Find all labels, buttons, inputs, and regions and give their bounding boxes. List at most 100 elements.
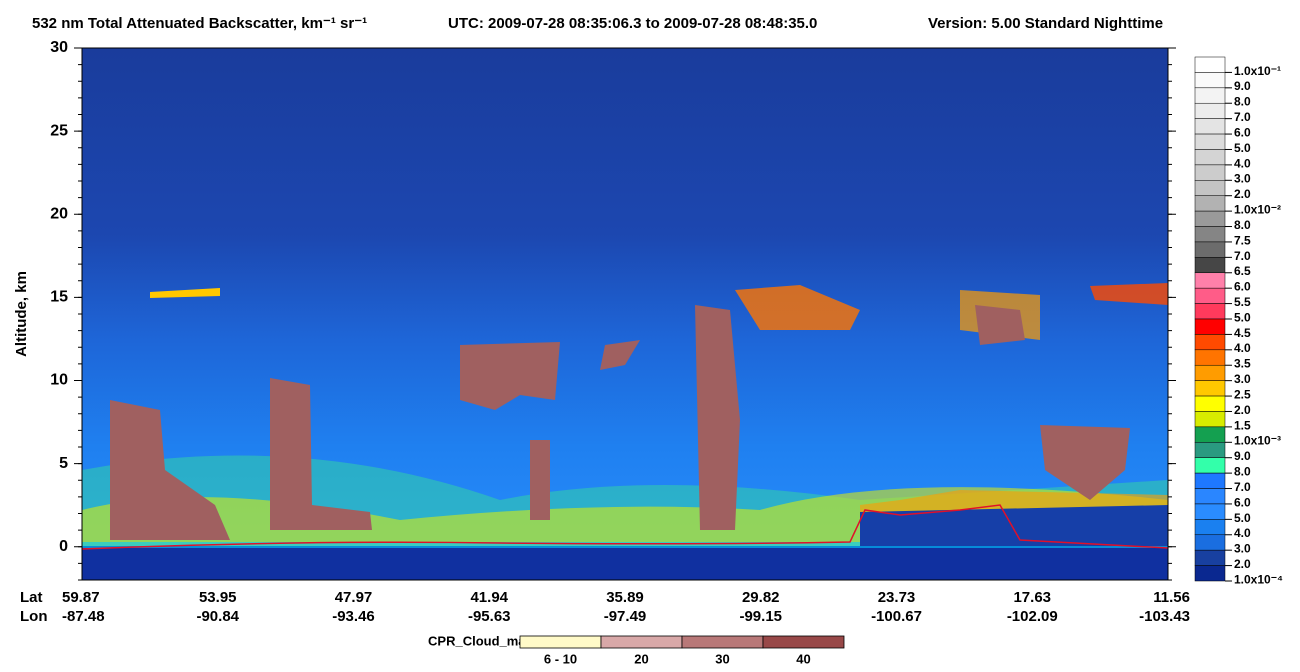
cpr-swatch — [519, 635, 602, 649]
lat-tick-label: 41.94 — [470, 589, 508, 606]
colorbar-swatch — [1194, 210, 1226, 227]
cpr-legend-title: CPR_Cloud_mask — [428, 633, 541, 648]
colorbar-label: 5.0 — [1234, 141, 1251, 155]
lat-tick-label: 53.95 — [199, 589, 237, 606]
colorbar-label: 2.0 — [1234, 403, 1251, 417]
colorbar-label: 6.0 — [1234, 495, 1251, 509]
colorbar-label: 5.0 — [1234, 310, 1251, 324]
lat-label: Lat — [20, 589, 43, 606]
colorbar-label: 6.0 — [1234, 125, 1251, 139]
colorbar-swatch — [1194, 272, 1226, 289]
cpr-label: 20 — [634, 651, 648, 666]
colorbar-label: 9.0 — [1234, 449, 1251, 463]
colorbar-label: 7.0 — [1234, 110, 1251, 124]
lat-tick-label: 47.97 — [335, 589, 373, 606]
colorbar-label: 2.5 — [1234, 387, 1251, 401]
colorbar-label: 7.5 — [1234, 233, 1251, 247]
colorbar-swatch — [1194, 133, 1226, 150]
colorbar-swatch — [1194, 257, 1226, 274]
colorbar-swatch — [1194, 287, 1226, 304]
colorbar-swatch — [1194, 411, 1226, 428]
lat-tick-label: 17.63 — [1013, 589, 1051, 606]
colorbar-swatch — [1194, 442, 1226, 458]
colorbar-swatch — [1194, 349, 1226, 366]
colorbar-label: 2.0 — [1234, 187, 1251, 201]
lon-tick-label: -102.09 — [1007, 608, 1058, 625]
colorbar-swatch — [1194, 164, 1226, 181]
y-tick-label: 30 — [50, 39, 68, 56]
chart-title: 532 nm Total Attenuated Backscatter, km⁻… — [32, 15, 367, 32]
colorbar-label: 8.0 — [1234, 465, 1251, 479]
colorbar-label: 7.0 — [1234, 480, 1251, 494]
y-axis-label: Altitude, km — [13, 271, 30, 357]
lat-tick-label: 35.89 — [606, 589, 644, 606]
colorbar-swatch — [1194, 457, 1226, 474]
cpr-swatch — [600, 635, 683, 649]
colorbar-swatch — [1194, 303, 1226, 320]
y-tick-label: 10 — [50, 372, 68, 389]
colorbar-label: 6.5 — [1234, 264, 1251, 278]
y-tick-label: 15 — [50, 289, 68, 306]
lat-tick-label: 11.56 — [1153, 589, 1190, 606]
y-tick-label: 20 — [50, 205, 68, 222]
version: Version: 5.00 Standard Nighttime — [928, 15, 1163, 32]
colorbar-label: 5.5 — [1234, 295, 1251, 309]
colorbar-swatch — [1194, 565, 1226, 582]
colorbar-label: 1.0x10⁻² — [1234, 203, 1281, 217]
colorbar-swatch — [1194, 519, 1226, 536]
lon-tick-label: -93.46 — [332, 608, 375, 625]
colorbar-swatch — [1194, 549, 1226, 566]
colorbar-swatch — [1194, 195, 1226, 212]
colorbar-swatch — [1194, 72, 1226, 89]
colorbar-label: 6.0 — [1234, 280, 1251, 294]
colorbar-label: 1.5 — [1234, 418, 1251, 432]
colorbar-swatch — [1194, 364, 1226, 381]
colorbar-label: 4.0 — [1234, 341, 1251, 355]
colorbar-swatch — [1194, 56, 1226, 73]
colorbar-swatch — [1194, 241, 1226, 258]
lon-tick-label: -87.48 — [62, 608, 105, 625]
colorbar-swatch — [1194, 488, 1226, 505]
colorbar-label: 7.0 — [1234, 249, 1251, 263]
colorbar-label: 1.0x10⁻⁴ — [1234, 572, 1283, 586]
colorbar-swatch — [1194, 395, 1226, 412]
colorbar-swatch — [1194, 149, 1226, 166]
colorbar-swatch — [1194, 503, 1226, 520]
cpr-label: 6 - 10 — [544, 651, 577, 666]
colorbar-swatch — [1194, 472, 1226, 489]
lon-tick-label: -97.49 — [604, 608, 647, 625]
lat-tick-label: 23.73 — [878, 589, 916, 606]
lon-tick-label: -99.15 — [739, 608, 782, 625]
lat-tick-label: 59.87 — [62, 589, 100, 606]
lon-tick-label: -95.63 — [468, 608, 511, 625]
lon-tick-label: -90.84 — [196, 608, 239, 625]
lat-tick-label: 29.82 — [742, 589, 780, 606]
y-tick-label: 25 — [50, 122, 68, 139]
cpr-label: 40 — [796, 651, 810, 666]
colorbar-swatch — [1194, 534, 1226, 551]
colorbar-swatch — [1194, 318, 1226, 335]
colorbar-label: 1.0x10⁻³ — [1234, 434, 1281, 448]
colorbar-label: 3.5 — [1234, 357, 1251, 371]
colorbar-swatch — [1194, 180, 1226, 196]
colorbar-label: 4.0 — [1234, 156, 1251, 170]
colorbar-swatch — [1194, 226, 1226, 243]
backscatter-image — [81, 47, 1169, 581]
colorbar-label: 8.0 — [1234, 218, 1251, 232]
colorbar-swatch — [1194, 380, 1226, 397]
colorbar-label: 3.0 — [1234, 372, 1251, 386]
colorbar-swatch — [1194, 334, 1226, 351]
cpr-label: 30 — [715, 651, 729, 666]
colorbar-label: 3.0 — [1234, 542, 1251, 556]
colorbar-swatch — [1194, 118, 1226, 135]
colorbar-label: 3.0 — [1234, 172, 1251, 186]
cpr-swatch — [762, 635, 845, 649]
cpr-swatch — [681, 635, 764, 649]
colorbar-label: 2.0 — [1234, 557, 1251, 571]
colorbar-swatch — [1194, 426, 1226, 443]
utc-range: UTC: 2009-07-28 08:35:06.3 to 2009-07-28… — [448, 15, 817, 32]
colorbar-label: 1.0x10⁻¹ — [1234, 64, 1281, 78]
y-tick-label: 5 — [59, 455, 68, 472]
colorbar-label: 4.5 — [1234, 326, 1251, 340]
